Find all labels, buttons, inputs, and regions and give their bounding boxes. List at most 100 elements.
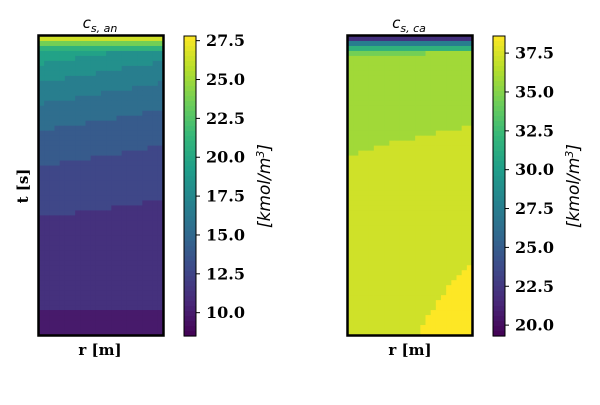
heatmap-anode-cell: [59, 190, 66, 197]
heatmap-cathode-cell: [456, 75, 463, 82]
heatmap-anode-cell: [121, 60, 128, 67]
heatmap-cathode-cell: [363, 65, 370, 72]
heatmap-cathode-cell: [441, 220, 447, 226]
heatmap-cathode-cell: [384, 130, 390, 137]
heatmap-anode-cell: [80, 175, 87, 182]
heatmap-anode-cell: [111, 325, 118, 331]
heatmap-cathode-cell: [379, 220, 385, 226]
heatmap-cathode-cell: [461, 215, 468, 221]
heatmap-cathode-cell: [466, 200, 473, 207]
heatmap-anode-cell: [44, 105, 50, 112]
heatmap-cathode-cell: [466, 105, 473, 112]
heatmap-anode-cell: [101, 36, 107, 42]
heatmap-cathode-cell: [456, 320, 463, 326]
heatmap-cathode-cell: [404, 85, 411, 92]
heatmap-cathode-cell: [446, 140, 452, 147]
heatmap-cathode-cell: [373, 185, 380, 192]
heatmap-anode-cell: [147, 220, 154, 226]
heatmap-anode-cell: [121, 160, 128, 167]
heatmap-anode-cell: [101, 325, 107, 331]
heatmap-cathode-cell: [420, 105, 427, 112]
heatmap-cathode-cell: [389, 320, 396, 326]
heatmap-anode-cell: [70, 240, 76, 246]
heatmap-cathode-cell: [379, 190, 385, 197]
heatmap-cathode-cell: [456, 235, 463, 241]
heatmap-cathode-cell: [384, 265, 390, 271]
heatmap-cathode-cell: [353, 155, 359, 162]
heatmap-cathode-cell: [394, 130, 401, 137]
heatmap-cathode-cell: [430, 50, 437, 57]
heatmap-anode-cell: [101, 315, 107, 321]
heatmap-anode-cell: [90, 90, 97, 97]
heatmap-anode-cell: [116, 70, 123, 77]
heatmap-anode-cell: [80, 275, 87, 281]
heatmap-anode-cell: [44, 80, 50, 87]
heatmap-cathode-cell: [384, 320, 390, 326]
heatmap-anode-cell: [85, 100, 92, 107]
heatmap-anode-cell: [116, 185, 123, 192]
heatmap-cathode-cell: [379, 65, 385, 72]
heatmap-cathode-cell: [420, 235, 427, 241]
heatmap-cathode-cell: [425, 55, 432, 62]
heatmap-cathode-cell: [430, 285, 437, 291]
heatmap-anode-cell: [85, 70, 92, 77]
heatmap-anode-cell: [147, 300, 154, 306]
heatmap-cathode-cell: [384, 205, 390, 212]
heatmap-cathode-cell: [446, 250, 452, 256]
heatmap-anode-cell: [75, 90, 81, 97]
heatmap-anode-cell: [44, 310, 50, 316]
heatmap-cathode-cell: [384, 200, 390, 207]
heatmap-cathode-cell: [410, 115, 416, 122]
heatmap-cathode-cell: [425, 310, 432, 316]
heatmap-anode-cell: [75, 210, 81, 216]
heatmap-anode-cell: [49, 255, 56, 261]
heatmap-anode-cell: [90, 60, 97, 67]
heatmap-anode-cell: [157, 165, 164, 172]
heatmap-anode-cell: [44, 220, 50, 226]
heatmap-anode-cell: [49, 60, 56, 67]
heatmap-cathode-cell: [410, 80, 416, 87]
heatmap-anode-cell: [59, 315, 66, 321]
heatmap-anode-cell: [59, 120, 66, 127]
heatmap-anode-cell: [54, 55, 61, 62]
heatmap-anode-cell: [121, 70, 128, 77]
heatmap-cathode-cell: [451, 140, 458, 147]
heatmap-anode-cell: [152, 85, 159, 92]
colorbar-cathode-swatch: [493, 276, 505, 282]
heatmap-cathode-cell: [435, 275, 442, 281]
heatmap-cathode-cell: [441, 170, 447, 177]
heatmap-cathode-cell: [446, 300, 452, 306]
heatmap-anode-cell: [64, 270, 71, 276]
heatmap-cathode-cell: [373, 190, 380, 197]
heatmap-anode-cell: [49, 160, 56, 167]
heatmap-anode-cell: [70, 145, 76, 152]
heatmap-cathode-cell: [373, 330, 380, 336]
heatmap-cathode-cell: [425, 240, 432, 246]
heatmap-anode-cell: [75, 260, 81, 266]
heatmap-cathode-cell: [399, 105, 406, 112]
heatmap-anode-cell: [80, 105, 87, 112]
heatmap-cathode-cell: [435, 160, 442, 167]
heatmap-cathode-cell: [410, 55, 416, 62]
heatmap-cathode-cell: [404, 190, 411, 197]
heatmap-cathode-cell: [404, 185, 411, 192]
heatmap-cathode-cell: [430, 290, 437, 296]
heatmap-anode-cell: [75, 320, 81, 326]
heatmap-cathode-cell: [358, 300, 365, 306]
heatmap-anode-cell: [147, 315, 154, 321]
heatmap-cathode-cell: [363, 280, 370, 286]
heatmap-cathode-cell: [373, 325, 380, 331]
heatmap-cathode-cell: [420, 85, 427, 92]
heatmap-cathode-cell: [410, 205, 416, 212]
heatmap-anode-cell: [39, 125, 45, 132]
colorbar-anode-swatch: [184, 326, 196, 332]
heatmap-cathode-cell: [451, 160, 458, 167]
heatmap-cathode-cell: [348, 200, 354, 207]
heatmap-anode-cell: [106, 305, 112, 311]
heatmap-anode-cell: [44, 40, 50, 47]
heatmap-cathode-cell: [446, 330, 452, 336]
heatmap-cathode-cell: [410, 110, 416, 117]
heatmap-anode-cell: [80, 320, 87, 326]
heatmap-cathode-cell: [373, 95, 380, 102]
heatmap-cathode-cell: [415, 190, 421, 197]
